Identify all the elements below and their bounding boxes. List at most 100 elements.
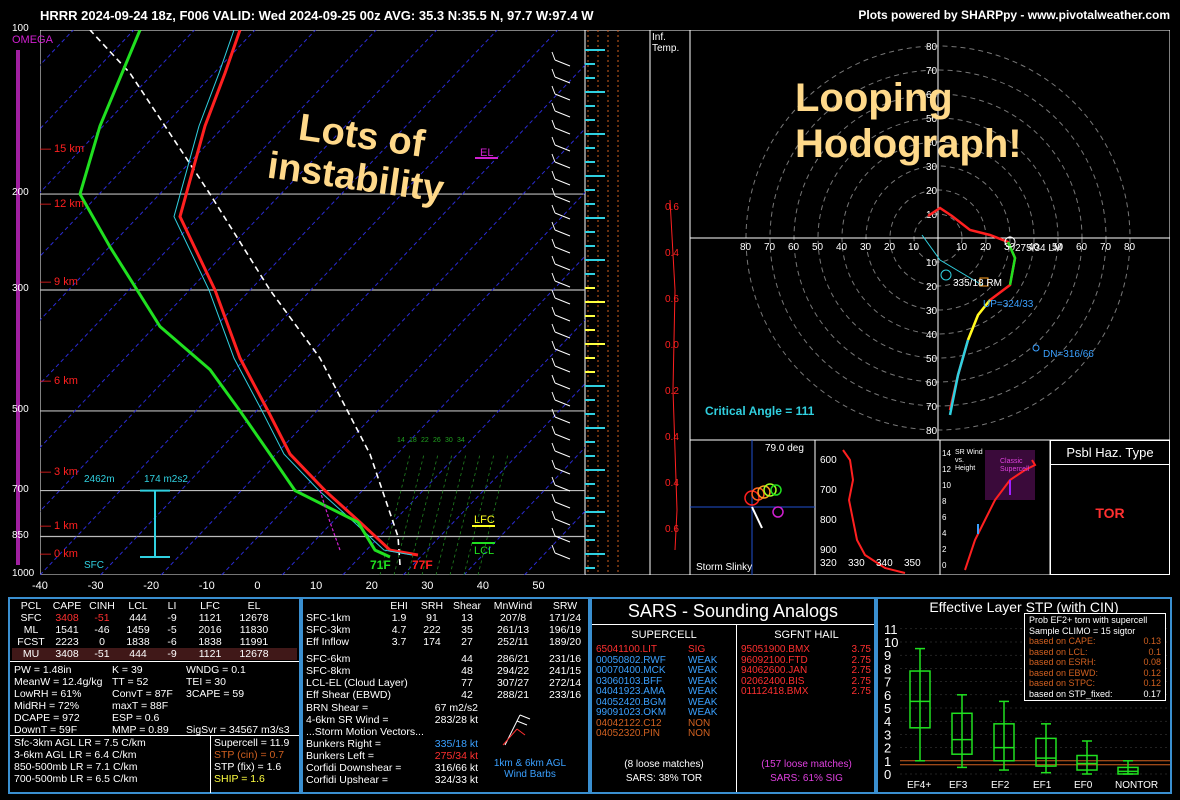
page-title: HRRR 2024-09-24 18z, F006 VALID: Wed 202… bbox=[40, 8, 594, 23]
cell: 1838 bbox=[198, 636, 222, 648]
slinky-circle bbox=[751, 487, 765, 501]
eff-srh: 174 m2s2 bbox=[144, 474, 188, 485]
wind-barb bbox=[551, 323, 556, 333]
lapse-rates: Sfc-3km AGL LR = 7.5 C/km 3-6km AGL LR = … bbox=[14, 737, 146, 785]
mixing-line bbox=[379, 453, 411, 575]
cell: 11830 bbox=[239, 624, 269, 636]
cell: 222 bbox=[423, 624, 441, 636]
wind-barb bbox=[551, 510, 556, 520]
omega-label: OMEGA bbox=[12, 34, 53, 46]
cell: 03060103.BFF bbox=[596, 675, 663, 687]
parcel-trace bbox=[89, 30, 401, 566]
stp-y-label: 7 bbox=[884, 675, 891, 690]
storm-row: Corfidi Upshear = 324/33 kt bbox=[306, 774, 478, 786]
theta-x-label: 330 bbox=[848, 558, 865, 569]
eff-inflow-top: 2462m bbox=[84, 474, 115, 485]
credit-text: Plots powered by SHARPpy - www.pivotalwe… bbox=[858, 8, 1170, 22]
cell: 288/21 bbox=[496, 689, 530, 701]
cell: SFC bbox=[20, 612, 42, 624]
ring-label: 60 bbox=[926, 378, 938, 389]
cell: SRH bbox=[420, 600, 444, 612]
slinky-circle bbox=[772, 506, 784, 518]
stp-category: EF1 bbox=[1033, 780, 1052, 791]
critical-angle: Critical Angle = 111 bbox=[705, 404, 815, 418]
stp-box bbox=[993, 723, 1015, 762]
up-label: UP=324/33 bbox=[983, 299, 1034, 310]
cell: MU bbox=[22, 648, 40, 660]
inflow-value: 0.4 bbox=[665, 478, 679, 489]
wind-barb bbox=[551, 493, 556, 503]
height-label: — 0 km bbox=[40, 548, 78, 560]
dewpoint-trace bbox=[78, 30, 391, 559]
wind-barb bbox=[551, 136, 556, 146]
storm-row: Bunkers Right = 335/18 kt bbox=[306, 738, 478, 750]
theta-panel bbox=[815, 440, 940, 575]
cell: FCST bbox=[17, 636, 45, 648]
wind-barb bbox=[551, 425, 556, 435]
parcel-table: PCL CAPE CINH LCL LI LFC EL SFC 3408 -51 444 -9 1121… bbox=[12, 600, 297, 660]
ring-label: 60 bbox=[926, 90, 938, 101]
ring-label: 14 bbox=[397, 437, 405, 444]
ring-label: 60 bbox=[1076, 242, 1088, 253]
wind-barb bbox=[554, 518, 571, 526]
cell: 2223 bbox=[55, 636, 79, 648]
mixing-line bbox=[393, 453, 425, 575]
cell: WEAK bbox=[688, 707, 718, 718]
pressure-label: 300 bbox=[12, 283, 29, 295]
cell: NON bbox=[688, 728, 711, 739]
stp-y-label: 10 bbox=[884, 635, 898, 650]
wind-barb bbox=[554, 297, 571, 305]
kv-label: BRN Shear = bbox=[306, 702, 369, 714]
sars-hail-row: 94062600.JAN 2.75 bbox=[741, 665, 871, 677]
cell: 0.17 bbox=[1143, 688, 1161, 699]
parcel-header: PCL CAPE CINH LCL LI LFC EL bbox=[12, 600, 297, 612]
wind-barb bbox=[554, 416, 571, 424]
index-item: K = 39 bbox=[112, 664, 143, 676]
cell bbox=[414, 653, 450, 665]
barbs-label: 1km & 6km AGL Wind Barbs bbox=[493, 758, 567, 780]
cell: 3408 bbox=[55, 648, 79, 660]
srw-label: SR Wind vs. Height bbox=[955, 449, 983, 472]
ring-label: 50 bbox=[1052, 242, 1064, 253]
indices-col2: K = 39 TT = 52 ConvT = 87F maxT = 88F ESP = … bbox=[112, 664, 173, 736]
wind-barb bbox=[554, 314, 571, 322]
skewt-panel: EL LFC LCL SFC 2462m 174 m2s2 77F 71F 14 18 22 26 30… bbox=[40, 30, 585, 575]
wind-barb bbox=[554, 263, 571, 271]
cell: 241/15 bbox=[548, 665, 582, 677]
cell: Eff Inflow bbox=[306, 636, 349, 648]
kv-value: 316/66 kt bbox=[434, 762, 478, 774]
kin-row: SFC-3km 4.7 222 35 261/13 196/19 bbox=[306, 624, 588, 636]
parcel-row: ML 1541 -46 1459 -5 2016 11830 bbox=[12, 624, 297, 636]
index-item: ESP = 0.6 bbox=[112, 712, 160, 724]
wind-barb bbox=[554, 280, 571, 288]
wind-barb bbox=[551, 374, 556, 384]
isotherm bbox=[40, 30, 498, 512]
wind-barb bbox=[551, 68, 556, 78]
sars-supercell-row: 99091023.OKM WEAK bbox=[596, 707, 732, 719]
stp-legend-row: based on STP_fixed: 0.17 bbox=[1029, 689, 1161, 700]
index-item bbox=[186, 700, 290, 712]
sr-wind-panel bbox=[940, 440, 1050, 575]
temp-tick: 30 bbox=[421, 580, 434, 592]
cell: -9 bbox=[167, 648, 177, 660]
cell: 04041923.AMA bbox=[596, 686, 665, 697]
cell: 307/27 bbox=[496, 677, 530, 689]
cell: 04052320.PIN bbox=[596, 728, 660, 739]
lcl-label: LCL bbox=[474, 545, 494, 557]
mixing-line bbox=[449, 453, 481, 575]
lm-label: 275/34 LM bbox=[1015, 243, 1063, 254]
wind-barb bbox=[554, 484, 571, 492]
cell: 1.9 bbox=[391, 612, 407, 624]
wind-barb bbox=[554, 93, 571, 101]
cell: MnWind bbox=[493, 600, 533, 612]
slinky-label: Storm Slinky bbox=[696, 562, 753, 573]
stp-category: EF2 bbox=[991, 780, 1010, 791]
height-label: — 12 km bbox=[40, 198, 85, 210]
sars-supercell-row: 00050802.RWF WEAK bbox=[596, 655, 732, 667]
ring-label: 50 bbox=[926, 354, 938, 365]
ring-label: 20 bbox=[926, 186, 938, 197]
sfc-dew: 71F bbox=[370, 558, 391, 572]
srw-y-label: 12 bbox=[942, 465, 951, 474]
inflow-value: 0.6 bbox=[665, 524, 679, 535]
